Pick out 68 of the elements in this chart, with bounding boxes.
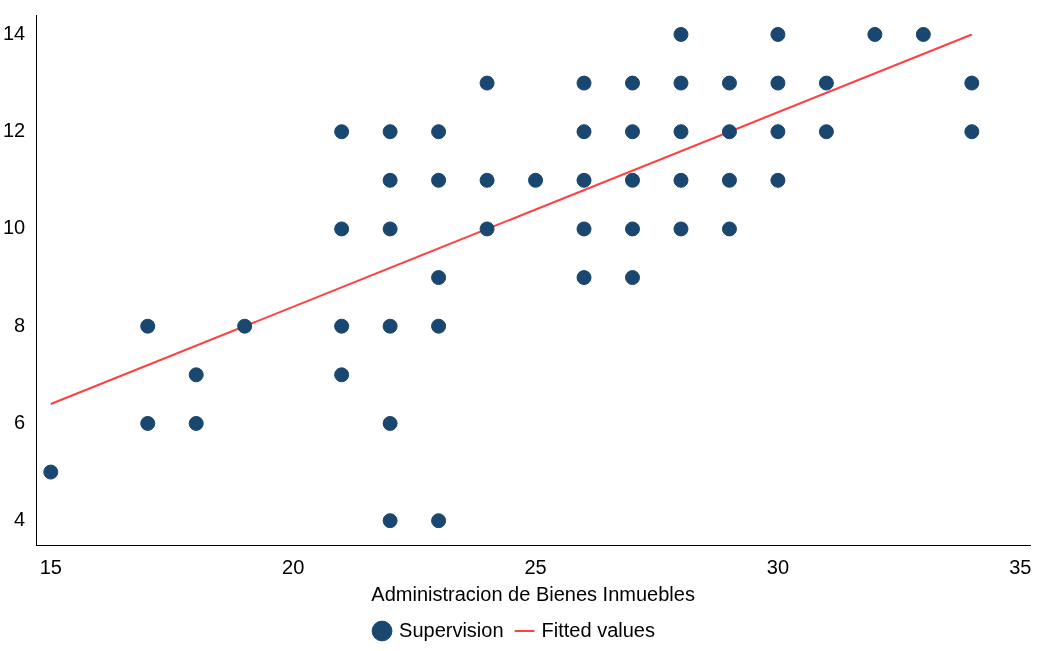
point — [382, 172, 398, 188]
point — [915, 26, 931, 42]
point — [770, 26, 786, 42]
legend-label: Supervision — [399, 618, 504, 641]
point — [625, 270, 640, 286]
point — [721, 124, 737, 140]
point — [43, 464, 59, 480]
point — [431, 124, 447, 140]
point — [382, 318, 398, 334]
x-tick-label: 35 — [1009, 555, 1032, 578]
point — [576, 270, 592, 286]
point — [140, 318, 156, 334]
point — [818, 124, 834, 140]
point — [528, 172, 544, 188]
point — [673, 75, 689, 91]
point — [334, 124, 350, 140]
point — [625, 221, 640, 237]
point — [431, 270, 447, 286]
point — [673, 26, 689, 42]
point — [576, 75, 592, 91]
point — [479, 221, 495, 237]
point — [770, 75, 786, 91]
point — [770, 124, 786, 140]
x-tick-label: 15 — [39, 555, 62, 578]
point — [188, 415, 204, 431]
x-axis-title: Administracion de Bienes Inmuebles — [371, 582, 695, 605]
point — [382, 513, 398, 529]
point — [334, 318, 350, 334]
point — [382, 221, 398, 237]
point — [188, 367, 204, 383]
point — [673, 124, 689, 140]
point — [964, 124, 980, 140]
point — [867, 26, 883, 42]
y-tick-label: 10 — [3, 216, 26, 239]
point — [673, 221, 689, 237]
y-tick-label: 6 — [14, 410, 26, 433]
point — [334, 221, 350, 237]
point — [721, 172, 737, 188]
point — [431, 513, 447, 529]
point — [770, 172, 786, 188]
y-tick-label: 14 — [3, 21, 26, 44]
point — [576, 124, 592, 140]
point — [382, 124, 398, 140]
point — [625, 75, 640, 91]
point — [721, 75, 737, 91]
point — [431, 172, 447, 188]
x-tick-label: 20 — [282, 555, 305, 578]
point — [140, 415, 156, 431]
point — [382, 415, 398, 431]
point — [721, 221, 737, 237]
point — [818, 75, 834, 91]
y-tick-label: 4 — [14, 508, 26, 531]
point — [625, 172, 640, 188]
point — [334, 367, 350, 383]
point — [237, 318, 253, 334]
point — [625, 124, 640, 140]
y-tick-label: 8 — [14, 313, 26, 336]
point — [576, 172, 592, 188]
point — [964, 75, 980, 91]
point — [479, 172, 495, 188]
legend-label: Fitted values — [541, 618, 655, 641]
x-tick-label: 25 — [524, 555, 547, 578]
y-tick-label: 12 — [3, 119, 26, 142]
point — [431, 318, 447, 334]
x-tick-label: 30 — [766, 555, 790, 578]
point — [576, 221, 592, 237]
point — [673, 172, 689, 188]
point — [479, 75, 495, 91]
